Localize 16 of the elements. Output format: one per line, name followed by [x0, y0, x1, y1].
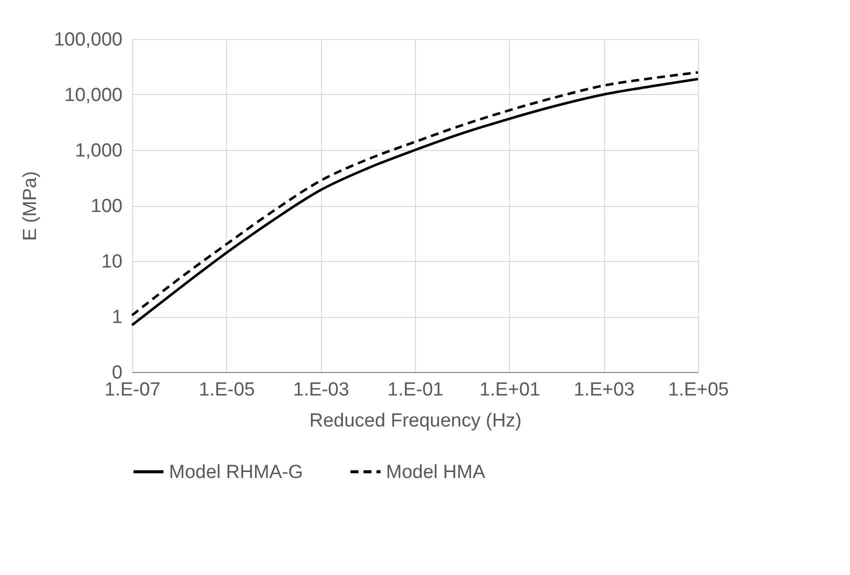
y-tick-label: 100: [90, 196, 122, 217]
x-tick-label: 1.E+05: [668, 380, 729, 400]
legend-label: Model RHMA-G: [169, 462, 304, 483]
x-tick-label: 1.E+03: [574, 380, 635, 400]
y-axis-title: E (MPa): [20, 171, 41, 241]
y-tick-label: 1: [112, 307, 122, 328]
x-tick-label: 1.E-01: [388, 380, 444, 400]
y-tick-label: 10,000: [64, 85, 122, 106]
x-tick-label: 1.E+01: [479, 380, 540, 400]
y-tick-label: 1,000: [74, 140, 122, 162]
x-tick-label: 1.E-03: [293, 380, 350, 400]
y-tick-label: 10: [101, 252, 122, 272]
x-tick-label: 1.E-05: [198, 380, 255, 400]
legend-label: Model HMA: [386, 462, 486, 483]
y-tick-label: 100,000: [54, 30, 122, 50]
x-axis-title: Reduced Frequency (Hz): [309, 410, 522, 432]
